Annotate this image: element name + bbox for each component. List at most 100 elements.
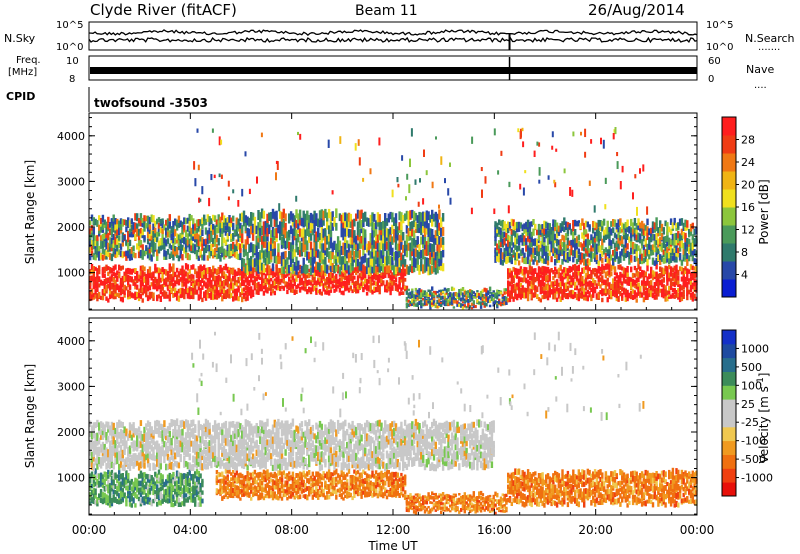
heatmap-cell	[116, 479, 119, 484]
heatmap-cell	[264, 278, 267, 284]
heatmap-cell	[617, 264, 620, 270]
heatmap-cell	[498, 242, 501, 249]
heatmap-cell	[235, 477, 239, 482]
heatmap-cell	[680, 295, 684, 302]
heatmap-cell	[537, 244, 541, 252]
heatmap-cell	[507, 280, 510, 286]
heatmap-cell	[119, 222, 123, 231]
heatmap-cell	[253, 279, 257, 285]
heatmap-cell	[161, 283, 164, 290]
heatmap-cell	[127, 479, 130, 484]
heatmap-cell	[624, 292, 628, 298]
heatmap-cell	[306, 274, 309, 279]
heatmap-cell	[675, 292, 678, 298]
heatmap-cell	[655, 281, 658, 287]
heatmap-cell	[304, 249, 307, 257]
heatmap-cell	[398, 242, 401, 251]
heatmap-cell	[103, 292, 106, 297]
heatmap-cell	[595, 256, 599, 265]
heatmap-cell	[90, 263, 94, 270]
heatmap-cell	[279, 268, 282, 273]
heatmap-cell	[512, 266, 515, 272]
heatmap-cell	[342, 256, 345, 265]
heatmap-cell	[561, 225, 564, 232]
heatmap-cell	[270, 217, 273, 228]
heatmap-cell	[194, 280, 197, 285]
heatmap-cell	[374, 281, 378, 286]
freq-label: Freq.	[16, 55, 41, 66]
heatmap-cell	[92, 244, 96, 250]
heatmap-cell	[635, 298, 638, 303]
heatmap-cell	[508, 290, 512, 295]
heatmap-cell	[568, 265, 571, 272]
heatmap-cell	[541, 255, 544, 264]
heatmap-cell	[680, 291, 684, 297]
heatmap-cell	[387, 213, 391, 223]
heatmap-cell	[246, 285, 249, 293]
heatmap-cell	[98, 291, 101, 298]
heatmap-cell	[237, 267, 240, 273]
heatmap-cell	[385, 218, 389, 226]
heatmap-cell	[568, 280, 571, 285]
heatmap-cell	[152, 498, 155, 504]
heatmap-cell	[128, 230, 132, 238]
heatmap-speckle	[554, 182, 557, 188]
heatmap-cell	[519, 282, 523, 287]
heatmap-cell	[554, 266, 557, 272]
heatmap-cell	[604, 247, 608, 253]
heatmap-speckle	[331, 190, 334, 195]
heatmap-cell	[405, 241, 409, 251]
heatmap-cell	[210, 269, 213, 275]
heatmap-cell	[539, 267, 543, 274]
heatmap-cell	[677, 231, 680, 239]
heatmap-cell	[157, 246, 161, 254]
heatmap-cell	[499, 227, 503, 235]
heatmap-cell	[318, 232, 322, 241]
heatmap-cell	[646, 243, 649, 250]
heatmap-cell	[257, 222, 260, 231]
heatmap-cell	[588, 283, 591, 290]
heatmap-cell	[592, 253, 595, 259]
heatmap-speckle	[604, 177, 607, 184]
heatmap-cell	[210, 228, 213, 236]
heatmap-cell	[465, 297, 468, 301]
heatmap-cell	[141, 244, 144, 250]
heatmap-cell	[613, 254, 617, 261]
heatmap-cell	[365, 278, 369, 283]
colorbar-tick-label: 12	[741, 224, 755, 237]
heatmap-cell	[181, 291, 184, 298]
heatmap-cell	[302, 236, 305, 245]
heatmap-cell	[99, 489, 103, 494]
heatmap-cell	[369, 277, 372, 284]
heatmap-cell	[583, 222, 586, 230]
heatmap-speckle	[538, 167, 541, 176]
heatmap-cell	[659, 254, 662, 260]
heatmap-cell	[568, 255, 571, 262]
heatmap-cell	[141, 228, 144, 236]
heatmap-cell	[557, 282, 561, 287]
heatmap-cell	[251, 231, 255, 241]
heatmap-cell	[422, 249, 425, 260]
heatmap-cell	[610, 271, 613, 277]
heatmap-cell	[233, 277, 237, 284]
heatmap-cell	[132, 226, 135, 235]
heatmap-speckle	[414, 179, 417, 185]
heatmap-cell	[640, 258, 644, 265]
heatmap-cell	[206, 293, 210, 299]
heatmap-cell	[197, 238, 201, 245]
heatmap-cell	[575, 242, 579, 250]
heatmap-cell	[289, 272, 293, 277]
heatmap-cell	[94, 218, 97, 226]
heatmap-cell	[194, 290, 197, 295]
heatmap-cell	[414, 294, 418, 300]
heatmap-cell	[384, 274, 387, 278]
heatmap-cell	[660, 242, 664, 249]
heatmap-cell	[398, 277, 401, 283]
heatmap-cell	[137, 229, 141, 236]
heatmap-cell	[640, 239, 644, 246]
heatmap-cell	[239, 497, 242, 501]
heatmap-cell	[411, 258, 414, 266]
heatmap-cell	[512, 224, 515, 231]
heatmap-cell	[219, 222, 222, 229]
heatmap-cell	[184, 486, 188, 492]
